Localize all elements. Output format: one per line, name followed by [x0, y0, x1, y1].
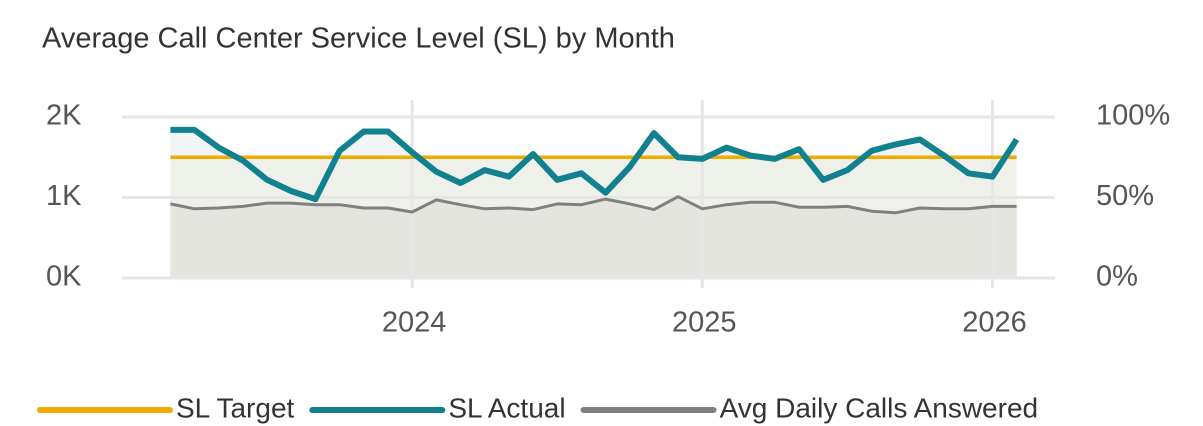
- y2-tick-label: 50%: [1096, 180, 1154, 212]
- series-line: [170, 126, 1020, 203]
- x-tick-label: 2024: [382, 307, 447, 339]
- areas: [170, 129, 1017, 278]
- y-tick-label: 1K: [46, 180, 82, 212]
- legend-label: Avg Daily Calls Answered: [720, 392, 1039, 423]
- area: [170, 196, 1017, 278]
- x-tick-label: 2025: [672, 307, 737, 339]
- lines: [170, 126, 1020, 215]
- y-tick-label: 0K: [46, 261, 82, 293]
- y-tick-label: 2K: [46, 100, 82, 132]
- legend-label: SL Actual: [448, 392, 565, 423]
- series-line: [170, 195, 1017, 215]
- y2-tick-label: 0%: [1096, 261, 1138, 293]
- y2-tick-label: 100%: [1096, 100, 1170, 132]
- legend-label: SL Target: [176, 392, 295, 423]
- x-tick-label: 2026: [962, 307, 1027, 339]
- grid: [122, 100, 1055, 288]
- chart-title: Average Call Center Service Level (SL) b…: [42, 23, 675, 55]
